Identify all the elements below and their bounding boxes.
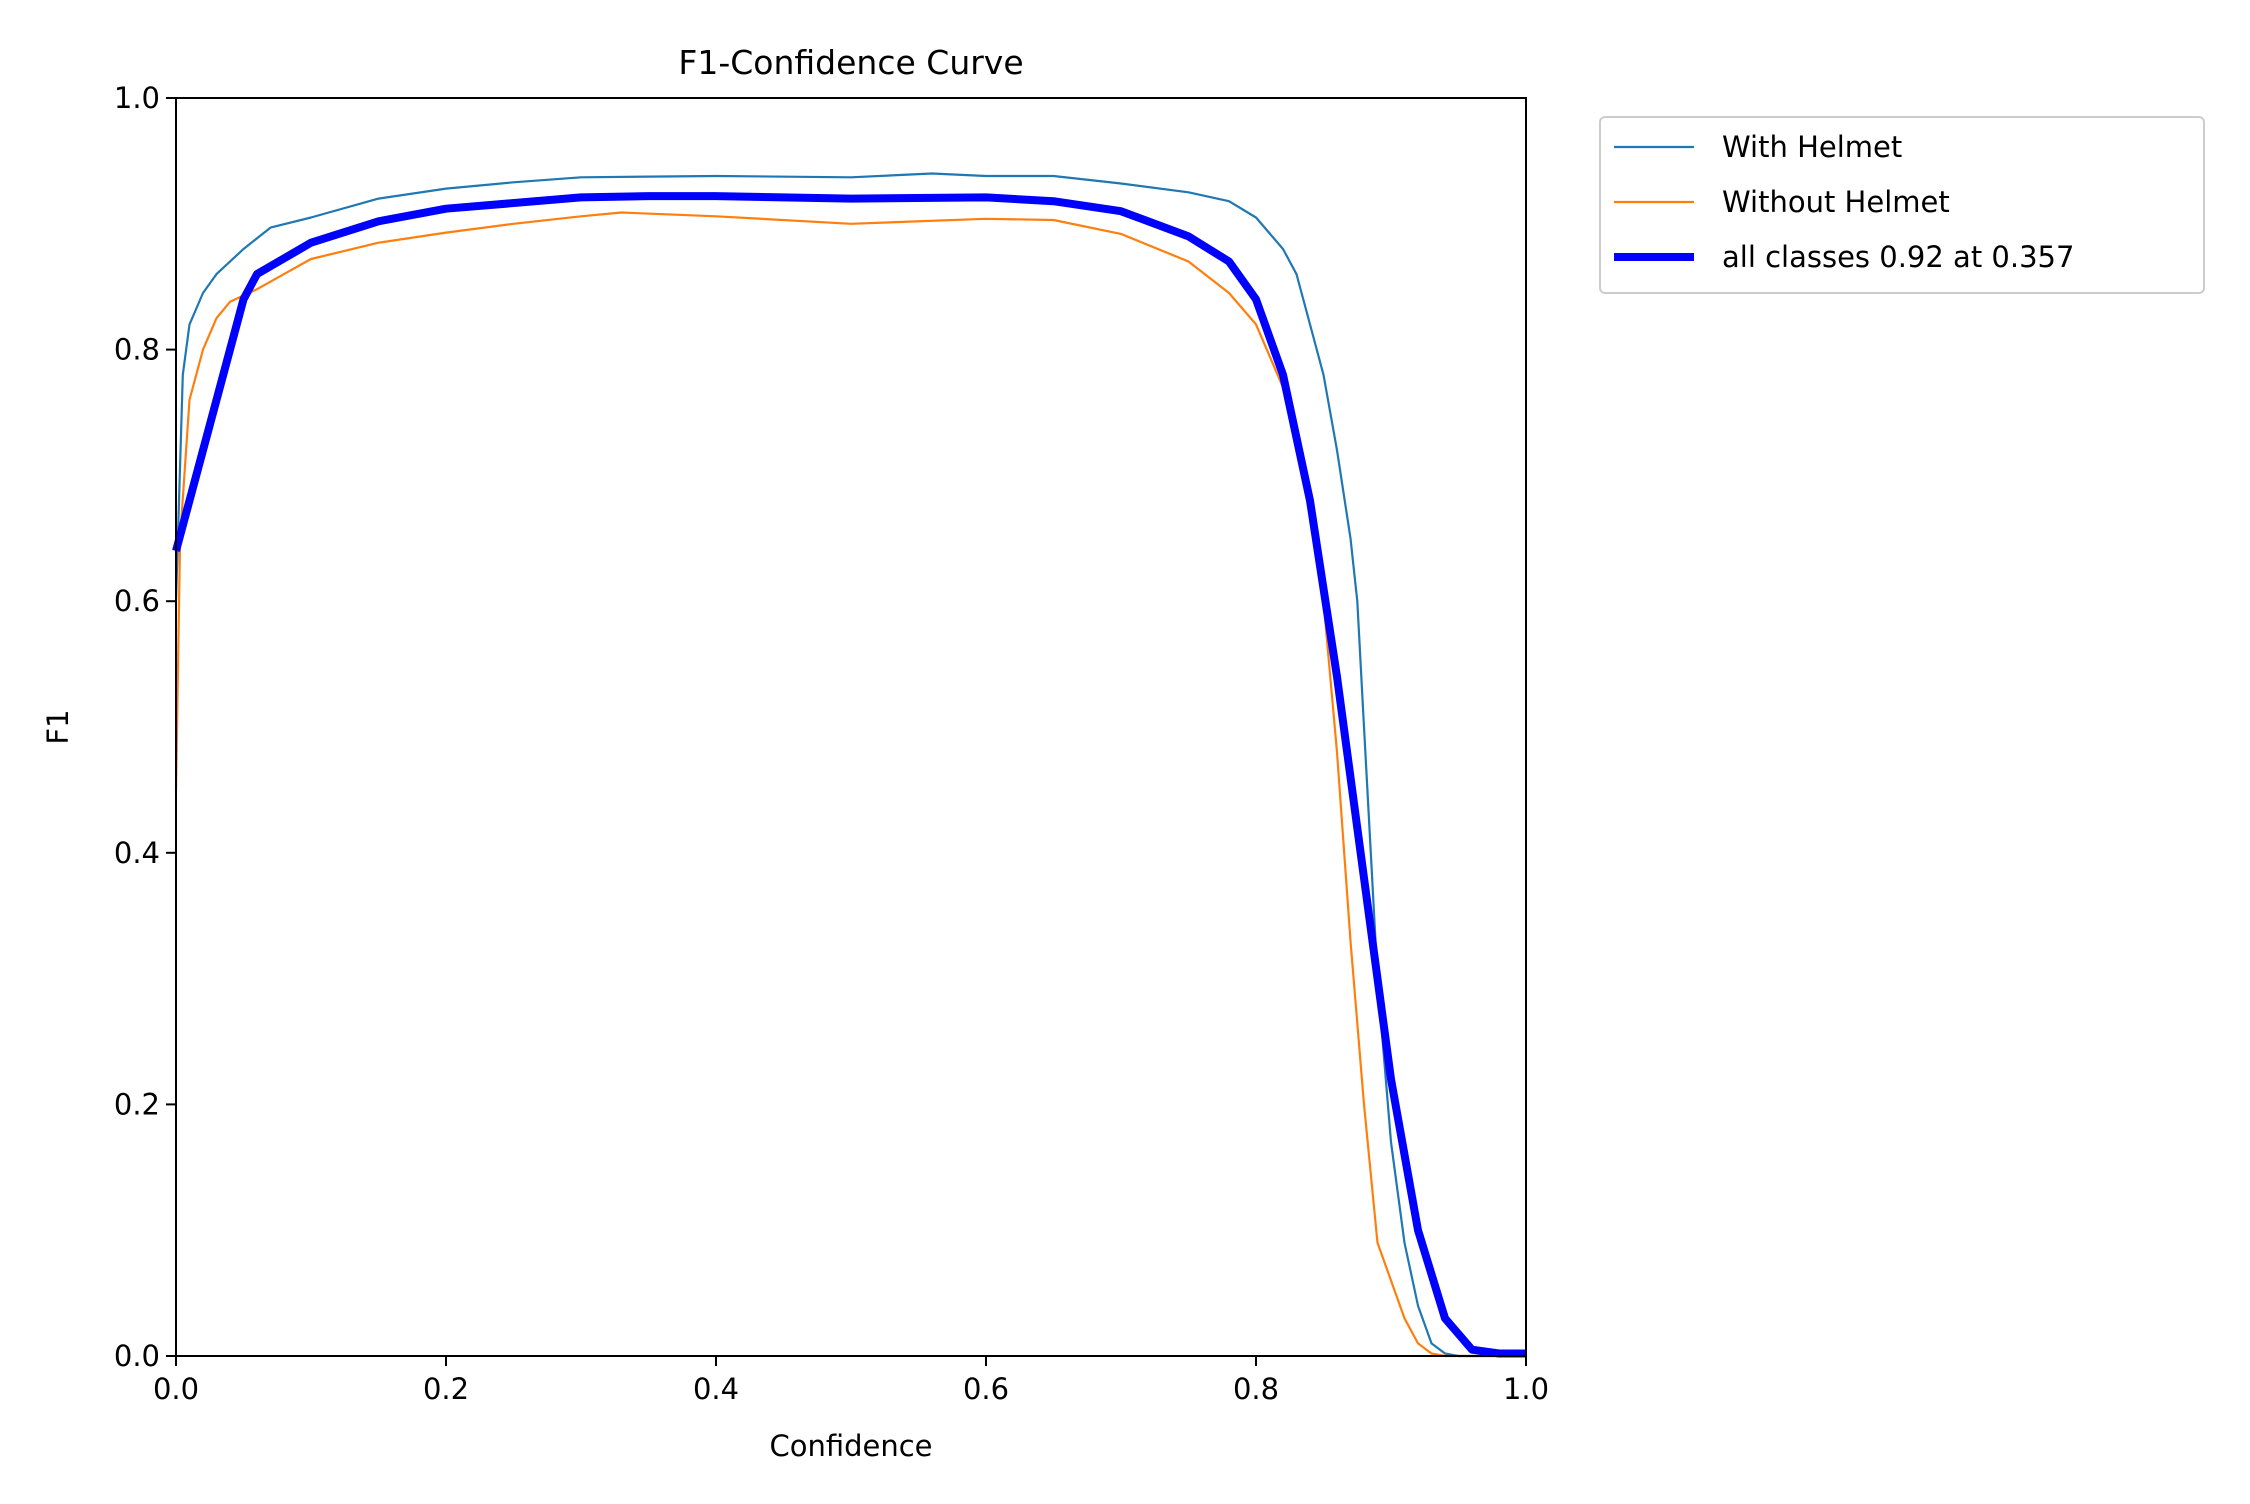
series-line-2 xyxy=(172,192,1526,1358)
x-tick-label: 0.6 xyxy=(963,1372,1009,1406)
y-tick-label: 1.0 xyxy=(114,81,160,115)
x-axis-label: Confidence xyxy=(769,1429,932,1463)
x-tick-label: 0.2 xyxy=(423,1372,469,1406)
y-tick-label: 0.2 xyxy=(114,1087,160,1121)
x-tick-label: 0.4 xyxy=(693,1372,739,1406)
series-line-0 xyxy=(174,172,1526,1358)
y-tick-label: 0.8 xyxy=(114,333,160,367)
y-tick-label: 0.4 xyxy=(114,836,160,870)
y-tick-label: 0.6 xyxy=(114,584,160,618)
series-line-1 xyxy=(174,211,1526,1358)
legend-label: With Helmet xyxy=(1722,130,1902,164)
legend-label: all classes 0.92 at 0.357 xyxy=(1722,240,2074,274)
x-tick-label: 0.0 xyxy=(153,1372,199,1406)
chart-title: F1-Confidence Curve xyxy=(678,43,1023,82)
legend-box xyxy=(1599,116,2205,294)
y-tick-label: 0.0 xyxy=(114,1339,160,1373)
legend: With Helmet Without Helmet all classes 0.9… xyxy=(1599,116,2205,294)
plot-frame xyxy=(175,97,1527,1357)
x-tick-label: 1.0 xyxy=(1503,1372,1549,1406)
x-tick-label: 0.8 xyxy=(1233,1372,1279,1406)
legend-label: Without Helmet xyxy=(1722,185,1950,219)
y-axis-label: F1 xyxy=(41,709,75,744)
